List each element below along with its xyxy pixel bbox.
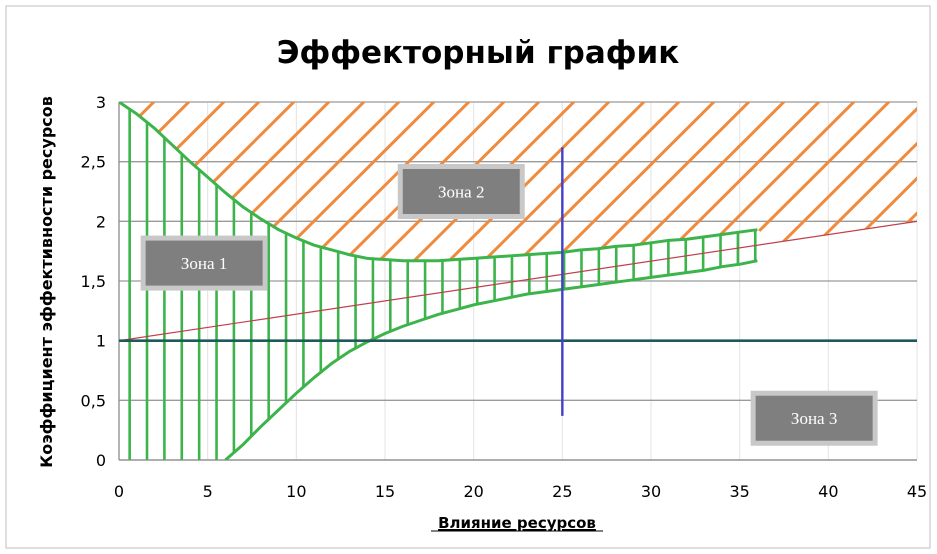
- hatch-stroke: [119, 102, 266, 261]
- x-tick-label: 0: [114, 482, 124, 501]
- ticks: 0 5 10 15 20 25 30 35 40 45 0 0,5 1 1,5 2 2,5 3: [81, 93, 928, 501]
- zone-text: Зона 3: [791, 409, 837, 428]
- x-tick-label: 5: [203, 482, 213, 501]
- x-tick-label: 30: [641, 482, 661, 501]
- zone-box: [750, 390, 878, 446]
- y-tick-label: 1: [96, 332, 106, 351]
- x-tick-label: 10: [286, 482, 306, 501]
- zone-box: [397, 164, 525, 219]
- y-tick-label: 0,5: [81, 391, 106, 410]
- hatch-stroke: [347, 102, 721, 261]
- hatch-stroke: [277, 102, 651, 261]
- hatch-stroke: [417, 102, 791, 261]
- x-tick-label: 45: [907, 482, 927, 501]
- zone-2-label: Зона 2: [397, 164, 525, 219]
- x-axis-label: Влияние ресурсов: [438, 514, 596, 532]
- y-tick-label: 2,5: [81, 153, 106, 172]
- series: [119, 102, 917, 460]
- x-tick-label: 25: [552, 482, 572, 501]
- x-tick-label: 15: [375, 482, 395, 501]
- zone-text: Зона 1: [181, 254, 227, 273]
- y-tick-label: 3: [96, 93, 106, 112]
- zone-1-label: Зона 1: [140, 235, 268, 291]
- hatch-stroke: [207, 102, 581, 261]
- zone-1-hatching: [128, 109, 757, 460]
- hatch-stroke: [312, 102, 686, 261]
- series-lower-curve: [224, 259, 758, 460]
- x-tick-label: 40: [818, 482, 838, 501]
- hatch-stroke: [172, 102, 546, 261]
- y-tick-label: 2: [96, 212, 106, 231]
- hatch-stroke: [382, 102, 756, 261]
- hatch-stroke: [242, 102, 616, 261]
- zone-text: Зона 2: [438, 183, 484, 202]
- hatch-stroke: [119, 102, 231, 261]
- zone-3-label: Зона 3: [750, 390, 878, 446]
- zone-box: [140, 235, 268, 291]
- chart-title: Эффекторный график: [277, 35, 680, 71]
- x-tick-label: 35: [729, 482, 749, 501]
- y-tick-label: 1,5: [81, 272, 106, 291]
- series-upper-curve: [119, 102, 758, 263]
- y-tick-label: 0: [96, 451, 106, 470]
- x-tick-label: 20: [463, 482, 483, 501]
- y-axis-label: Коэффициент эффективности ресурсов: [37, 96, 56, 468]
- hatch-stroke: [119, 102, 301, 261]
- hatch-stroke: [137, 102, 511, 261]
- zone-labels: Зона 1 Зона 2 Зона 3: [140, 164, 878, 446]
- series-trend-line: [119, 220, 917, 342]
